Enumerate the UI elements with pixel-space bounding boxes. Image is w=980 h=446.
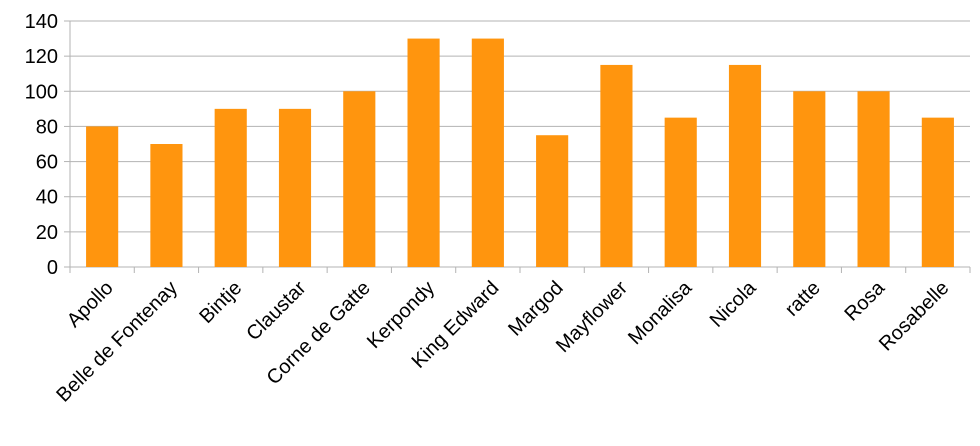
bar-margod [536, 135, 569, 267]
bar-king-edward [471, 38, 504, 268]
bar-mayflower [600, 64, 633, 267]
bar-corne-de-gatte [343, 91, 376, 268]
bar-kerpondy [407, 38, 440, 268]
x-tick-label: Mayflower [552, 277, 632, 357]
bar-belle-de-fontenay [150, 144, 183, 267]
x-tick-label: Bintje [195, 277, 246, 328]
x-tick-label: Margod [504, 277, 568, 341]
x-tick-label: Apollo [63, 277, 118, 332]
y-tick-label: 140 [25, 11, 58, 33]
axes [64, 20, 971, 273]
x-tick-label: Rosa [841, 276, 890, 325]
y-tick-label: 40 [36, 187, 58, 209]
y-tick-label: 0 [47, 257, 58, 279]
grid-lines [70, 20, 970, 233]
x-tick-label: Nicola [706, 276, 761, 331]
y-tick-label: 120 [25, 46, 58, 68]
x-tick-label: Monalisa [624, 276, 697, 349]
y-tick-label: 80 [36, 116, 58, 138]
x-tick-label: ratte [781, 277, 825, 321]
bar-ratte [793, 91, 826, 268]
bar-rosa [857, 91, 890, 268]
bars [86, 38, 954, 268]
x-tick-label: Rosabelle [875, 277, 953, 355]
bar-apollo [86, 126, 119, 267]
bar-bintje [214, 108, 247, 267]
y-tick-label: 60 [36, 152, 58, 174]
y-tick-labels: 0 20 40 60 80 100 120 140 [25, 11, 58, 279]
x-tick-label: Belle de Fontenay [52, 277, 182, 407]
y-tick-label: 20 [36, 222, 58, 244]
bar-nicola [728, 64, 762, 267]
bar-rosabelle [921, 117, 954, 268]
bar-claustar [278, 108, 312, 267]
bar-monalisa [664, 117, 697, 268]
y-tick-label: 100 [25, 81, 58, 103]
